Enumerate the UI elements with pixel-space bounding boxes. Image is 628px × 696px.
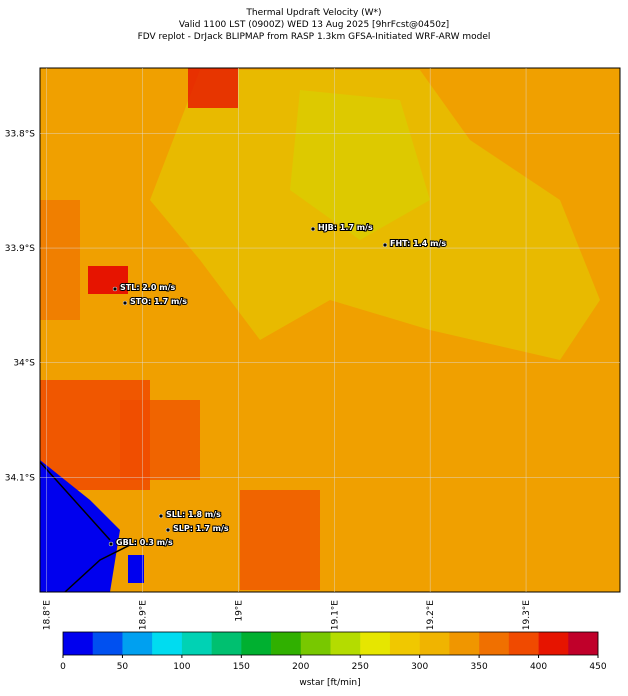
title-line: Thermal Updraft Velocity (W*): [245, 8, 381, 18]
colorbar-bin: [152, 632, 183, 655]
lat-tick-label: 34.1°S: [5, 473, 36, 483]
colorbar-bin: [92, 632, 123, 655]
lat-tick-label: 34°S: [13, 359, 35, 369]
colorbar-tick-label: 450: [589, 662, 606, 672]
colorbar-bin: [508, 632, 539, 655]
colorbar-tick-label: 350: [471, 662, 488, 672]
colorbar-tick-label: 250: [352, 662, 369, 672]
lon-tick-label: 18.8°E: [43, 600, 53, 631]
colorbar-tick-label: 200: [292, 662, 309, 672]
station-label: FHT: 1.4 m/s: [390, 239, 446, 248]
station-label: GBL: 0.3 m/s: [116, 538, 173, 547]
colorbar-tick-label: 300: [411, 662, 428, 672]
colorbar-bin: [211, 632, 242, 655]
title-line: Valid 1100 LST (0900Z) WED 13 Aug 2025 […: [179, 20, 449, 30]
colorbar-frame: [62, 631, 599, 656]
colorbar-tick-label: 100: [173, 662, 190, 672]
colorbar-bin: [330, 632, 361, 655]
colorbar-tick-label: 150: [233, 662, 250, 672]
title-line: FDV replot - DrJack BLIPMAP from RASP 1.…: [138, 32, 491, 42]
colorbar-label: wstar [ft/min]: [299, 678, 360, 688]
colorbar-bin: [568, 632, 599, 655]
lon-tick-label: 18.9°E: [139, 600, 149, 631]
colorbar-tick-label: 0: [60, 662, 66, 672]
colorbar-bin: [479, 632, 510, 655]
colorbar-bin: [271, 632, 302, 655]
colorbar-tick-label: 50: [117, 662, 129, 672]
lon-tick-label: 19.3°E: [522, 600, 532, 631]
station-dot: [165, 527, 171, 533]
station-dot: [310, 226, 316, 232]
station-label: HJB: 1.7 m/s: [318, 223, 373, 232]
raster: [39, 67, 621, 593]
lon-tick-label: 19.1°E: [330, 600, 340, 631]
colorbar-bin: [449, 632, 480, 655]
colorbar-bin: [419, 632, 450, 655]
colorbar-bin: [360, 632, 391, 655]
colorbar-bin: [63, 632, 94, 655]
colorbar-bin: [241, 632, 272, 655]
colorbar-bin: [300, 632, 331, 655]
station-label: STO: 1.7 m/s: [130, 297, 187, 306]
station-label: STL: 2.0 m/s: [120, 283, 176, 292]
station-dot: [122, 300, 128, 306]
station-dot: [158, 513, 164, 519]
colorbar-bin: [538, 632, 569, 655]
lon-tick-label: 19.2°E: [426, 600, 436, 631]
colorbar-bin: [181, 632, 212, 655]
station-dot: [382, 242, 388, 248]
station-label: SLP: 1.7 m/s: [173, 524, 229, 533]
station-label: SLL: 1.8 m/s: [166, 510, 221, 519]
colorbar-tick-label: 400: [530, 662, 547, 672]
station-dot: [108, 541, 114, 547]
colorbar-bin: [122, 632, 153, 655]
lon-tick-label: 19°E: [234, 600, 244, 622]
lat-tick-label: 33.9°S: [5, 244, 36, 254]
station-dot: [112, 286, 118, 292]
colorbar-bin: [389, 632, 420, 655]
lat-tick-label: 33.8°S: [5, 129, 36, 139]
